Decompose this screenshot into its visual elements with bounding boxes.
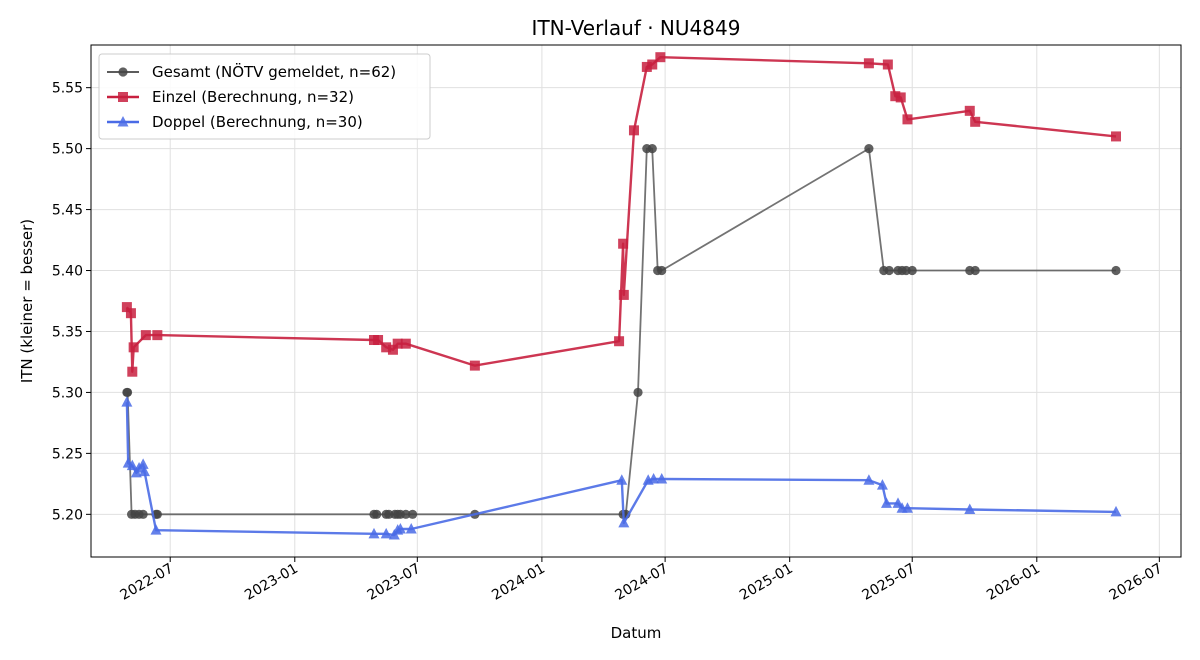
data-point [152, 509, 162, 519]
x-tick-label: 2026-07 [1107, 561, 1166, 604]
y-tick-label: 5.40 [52, 264, 83, 280]
data-point [895, 92, 906, 103]
y-tick-label: 5.50 [52, 142, 83, 158]
y-tick-label: 5.20 [52, 507, 83, 523]
data-point [121, 302, 132, 313]
y-tick-label: 5.30 [52, 385, 83, 401]
data-point [387, 344, 398, 355]
data-point [1111, 265, 1121, 276]
data-point [1111, 131, 1122, 142]
data-point [863, 58, 874, 69]
data-point [401, 509, 411, 519]
data-point [618, 516, 630, 528]
legend-swatch-marker [118, 67, 128, 77]
data-point [373, 335, 384, 346]
plot-frame [90, 44, 1182, 558]
x-tick-label: 2025-01 [737, 561, 796, 604]
x-tick-label: 2025-07 [860, 561, 919, 604]
data-point [1110, 505, 1122, 517]
data-point [647, 144, 657, 154]
data-point [150, 524, 162, 535]
data-point [400, 338, 411, 349]
data-point [372, 509, 382, 519]
y-tick-label: 5.45 [52, 203, 83, 219]
data-point [618, 289, 629, 300]
data-point [138, 509, 148, 519]
data-point [126, 459, 138, 471]
data-point [614, 336, 625, 347]
x-tick-label: 2023-07 [365, 561, 424, 604]
data-point [876, 479, 888, 490]
data-point [125, 308, 136, 319]
x-tick-label: 2022-07 [118, 561, 177, 604]
data-point [618, 238, 629, 249]
data-point [890, 91, 901, 102]
data-point [884, 265, 894, 276]
legend-box [98, 53, 431, 140]
data-point [394, 522, 406, 534]
data-point [407, 509, 418, 519]
data-point [647, 59, 658, 70]
data-point [902, 114, 913, 125]
data-point [127, 366, 138, 377]
y-axis-ticks: 5.20 5.25 5.30 5.35 5.40 5.45 5.50 5.55 [52, 81, 91, 523]
data-point [964, 503, 976, 514]
y-axis-label: ITN (kleiner = besser) [18, 219, 36, 383]
data-point [880, 497, 892, 508]
y-tick-label: 5.25 [52, 446, 83, 462]
data-point [392, 338, 403, 349]
data-point [657, 265, 667, 276]
legend-swatch-marker [118, 92, 128, 102]
data-point [863, 474, 875, 485]
data-point [633, 387, 643, 398]
x-axis-ticks: 2022-07 2023-01 2023-07 2024-01 2024-07 2025-… [118, 557, 1166, 604]
data-point [882, 59, 893, 70]
data-point [970, 265, 980, 276]
series-layer [121, 52, 1122, 540]
data-point [122, 387, 133, 398]
x-tick-label: 2026-01 [984, 561, 1043, 604]
legend-swatch-marker [117, 116, 129, 127]
legend-entry-label: Gesamt (NÖTV gemeldet, n=62) [152, 62, 396, 81]
data-point [864, 144, 874, 154]
data-point [964, 105, 975, 116]
data-point [616, 474, 628, 485]
legend-entry-label: Doppel (Berechnung, n=30) [152, 113, 363, 131]
legend-entry-label: Einzel (Berechnung, n=32) [152, 88, 354, 106]
y-tick-label: 5.55 [52, 81, 83, 97]
data-point [655, 52, 666, 63]
data-point [137, 458, 149, 469]
data-point [152, 330, 163, 341]
data-point [907, 265, 917, 276]
data-point [970, 116, 981, 127]
data-point [628, 125, 639, 136]
chart-title: ITN-Verlauf · NU4849 [532, 16, 741, 40]
data-point [138, 465, 150, 477]
x-axis-label: Datum [611, 624, 662, 642]
data-point [656, 472, 668, 484]
data-point [140, 330, 151, 341]
series-2 [121, 396, 1122, 540]
x-tick-label: 2024-01 [489, 561, 548, 604]
x-tick-label: 2024-07 [612, 561, 671, 604]
data-point [901, 502, 913, 513]
data-point [380, 527, 392, 539]
data-point [648, 472, 660, 484]
data-point [381, 342, 392, 353]
data-point [368, 527, 380, 539]
data-point [405, 522, 417, 534]
data-point [128, 342, 139, 353]
data-point [121, 396, 133, 407]
data-point [641, 61, 652, 72]
x-tick-label: 2023-01 [242, 561, 301, 604]
legend: Gesamt (NÖTV gemeldet, n=62) Einzel (Bere… [98, 53, 431, 140]
data-point [469, 360, 480, 371]
series-1 [121, 52, 1122, 377]
y-tick-label: 5.35 [52, 324, 83, 340]
